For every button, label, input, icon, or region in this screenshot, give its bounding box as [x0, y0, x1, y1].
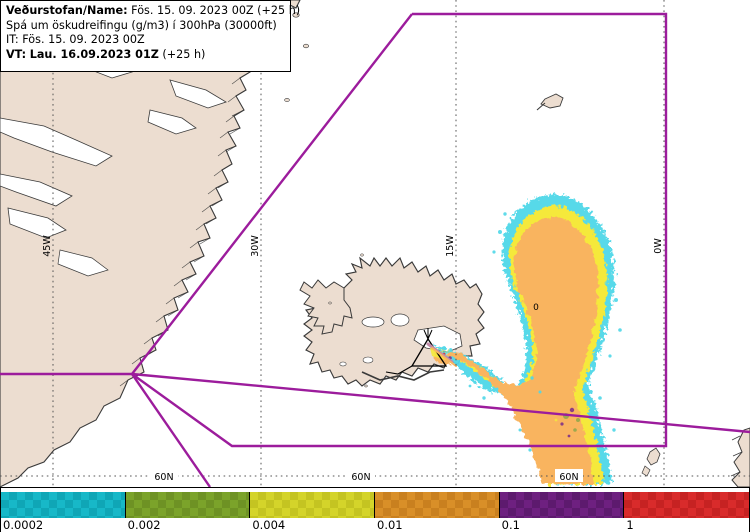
- lat-label-60n-right: 60N: [559, 472, 578, 483]
- colorbar-dither: [1, 492, 125, 518]
- info-label-vt: VT:: [6, 47, 27, 61]
- lon-label-15w: 15W: [445, 235, 456, 257]
- lon-label-45w: 45W: [42, 235, 53, 257]
- colorbar-band-0-004[interactable]: [250, 492, 375, 518]
- info-label-name: Veðurstofan/Name:: [6, 4, 128, 17]
- colorbar-band-0-1[interactable]: [499, 492, 625, 518]
- jan-mayen-island: [536, 93, 564, 111]
- info-value-vt: Lau. 16.09.2023 01Z: [29, 47, 159, 61]
- lat-label-60n-mid: 60N: [351, 472, 370, 483]
- forecast-info-box: Veðurstofan/Name: Fös. 15. 09. 2023 00Z …: [0, 0, 300, 72]
- forecast-map[interactable]: 0: [0, 0, 750, 487]
- map-canvas[interactable]: 0: [0, 0, 750, 487]
- colorbar-band-0-01[interactable]: [374, 492, 500, 518]
- info-value-it: Fös. 15. 09. 2023 00Z: [22, 33, 145, 47]
- faroe-islands: [641, 447, 661, 477]
- lon-label-0w: 0W: [653, 238, 664, 254]
- colorbar-tick-0-0002: 0.0002: [3, 518, 44, 532]
- concentration-colorbar[interactable]: 0.0002 0.002 0.004 0.01 0.1 1: [0, 487, 750, 532]
- info-line-vt: VT: Lau. 16.09.2023 01Z (+25 h): [6, 48, 285, 63]
- colorbar-dither: [374, 492, 499, 518]
- fir-boundary-polygon: [0, 12, 750, 487]
- colorbar-tick-labels: 0.0002 0.002 0.004 0.01 0.1 1: [0, 518, 750, 532]
- plume-fringe-flecks: [468, 212, 622, 452]
- colorbar-band-1[interactable]: [624, 492, 749, 518]
- graticule-labels: 45W 30W 15W 0W 60N 60N 60N: [42, 235, 664, 483]
- volcano-eruption-marker[interactable]: [385, 328, 457, 375]
- colorbar-dither: [125, 492, 250, 518]
- colorbar-dither: [624, 492, 749, 518]
- contour-label-zero: 0: [533, 303, 539, 313]
- info-line-subtitle: Spá um öskudreifingu (g/m3) í 300hPa (30…: [6, 18, 277, 32]
- colorbar-band-0-002[interactable]: [125, 492, 251, 518]
- colorbar-band-0-0002[interactable]: [1, 492, 126, 518]
- info-line-it: IT: Fös. 15. 09. 2023 00Z: [6, 33, 285, 48]
- lon-label-30w: 30W: [250, 235, 261, 257]
- colorbar-tick-0-01: 0.01: [377, 518, 403, 532]
- info-label-it: IT:: [6, 33, 19, 47]
- colorbar-strip[interactable]: [1, 492, 749, 518]
- norway-coast: [730, 427, 750, 487]
- colorbar-dither: [499, 492, 624, 518]
- colorbar-tick-0-002: 0.002: [127, 518, 161, 532]
- info-line-name: Veðurstofan/Name: Fös. 15. 09. 2023 00Z …: [6, 4, 300, 19]
- info-value-name: Fös. 15. 09. 2023 00Z (+25 h): [131, 4, 301, 17]
- colorbar-tick-1: 1: [626, 518, 634, 532]
- colorbar-tick-0-1: 0.1: [501, 518, 520, 532]
- lat-label-60n-left: 60N: [154, 472, 173, 483]
- colorbar-tick-0-004: 0.004: [252, 518, 286, 532]
- info-value-vt-suffix: (+25 h): [162, 47, 206, 61]
- colorbar-dither: [250, 492, 374, 518]
